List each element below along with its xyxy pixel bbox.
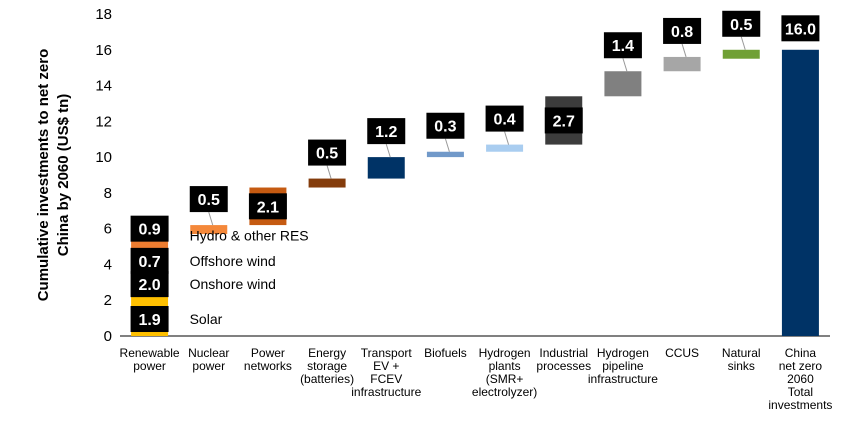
- bar: [426, 151, 464, 158]
- segment-label: Hydro & other RES: [190, 228, 309, 244]
- value-label-box: [603, 32, 642, 59]
- value-label: 1.9: [130, 306, 169, 333]
- value-label-text: 1.4: [612, 38, 634, 55]
- value-label-text: 0.5: [730, 17, 752, 34]
- value-label: 1.4: [603, 32, 642, 59]
- label-connector: [622, 58, 628, 72]
- bar: [663, 56, 701, 72]
- label-connector: [444, 138, 450, 152]
- value-labels: 1.9 2.0 0.7 0.9 0.5 2.1 0.5 1.2 0.3 0.4 2.7 1.4 0.8 0…: [130, 10, 820, 333]
- value-label-text: 0.5: [316, 146, 338, 163]
- value-label-text: 0.5: [198, 192, 220, 209]
- value-label-text: 16.0: [785, 21, 816, 38]
- y-tick-label: 16: [95, 42, 112, 59]
- label-connector: [681, 43, 687, 58]
- value-label: 0.5: [722, 10, 761, 37]
- value-label-text: 2.1: [257, 199, 279, 216]
- value-label: 2.7: [544, 107, 583, 134]
- value-label-text: 2.7: [553, 113, 575, 130]
- x-category-label: Natural sinks: [722, 346, 761, 373]
- value-label: 16.0: [781, 15, 820, 42]
- bar: [781, 49, 819, 337]
- value-label-text: 2.0: [138, 277, 160, 294]
- x-category-label: Biofuels: [424, 346, 467, 360]
- label-connector: [740, 36, 746, 50]
- label-connectors: [208, 36, 746, 226]
- x-category-label: CCUS: [665, 346, 699, 360]
- y-axis: 0 2 4 6 8 10 12 14 16 18: [95, 6, 112, 345]
- x-category-label: Hydrogen plants (SMR+ electrolyzer): [472, 346, 537, 399]
- value-label-box: [248, 193, 287, 220]
- value-label-box: [781, 15, 820, 42]
- value-label: 1.2: [367, 118, 406, 145]
- value-label-box: [722, 10, 761, 37]
- y-tick-label: 8: [104, 185, 112, 202]
- value-label-text: 0.4: [493, 112, 515, 129]
- x-axis: Renewable power Nuclear power Power networks E…: [120, 335, 832, 412]
- x-category-label: Industrial processes: [536, 346, 591, 373]
- value-label: 0.5: [189, 186, 228, 213]
- y-tick-label: 2: [104, 292, 112, 309]
- value-label-box: [130, 306, 169, 333]
- bars: [131, 49, 819, 337]
- value-label: 0.7: [130, 247, 169, 274]
- bar: [308, 178, 346, 188]
- y-tick-label: 10: [95, 149, 112, 166]
- value-label-box: [130, 215, 169, 242]
- y-tick-label: 4: [104, 256, 112, 273]
- y-tick-label: 18: [95, 6, 112, 23]
- y-tick-label: 12: [95, 113, 112, 130]
- segment-label: Onshore wind: [190, 276, 276, 292]
- value-label: 0.8: [663, 17, 702, 44]
- x-category-label: Transport EV + FCEV infrastructure: [351, 346, 421, 399]
- value-label: 2.0: [130, 271, 169, 298]
- segment-label: Solar: [190, 311, 223, 327]
- value-label-box: [426, 112, 465, 139]
- y-tick-label: 14: [95, 78, 112, 95]
- value-label-text: 0.7: [138, 254, 160, 271]
- value-label: 0.9: [130, 215, 169, 242]
- segment-labels: Solar Onshore wind Offshore wind Hydro & ot…: [190, 228, 309, 327]
- value-label-box: [130, 271, 169, 298]
- value-label-box: [544, 107, 583, 134]
- y-tick-label: 0: [104, 328, 112, 345]
- y-axis-title: Cumulative investments to net zero China …: [35, 49, 72, 302]
- value-label-text: 0.9: [138, 222, 160, 239]
- y-tick-label: 6: [104, 221, 112, 238]
- label-connector: [326, 165, 332, 179]
- x-category-label: Hydrogen pipeline infrastructure: [588, 346, 658, 386]
- value-label-box: [367, 118, 406, 145]
- segment-label: Offshore wind: [190, 253, 276, 269]
- bar: [722, 49, 760, 59]
- bar: [486, 144, 524, 152]
- value-label-box: [663, 17, 702, 44]
- value-label-text: 1.9: [138, 312, 160, 329]
- x-category-label: Power networks: [244, 346, 292, 373]
- value-label-box: [189, 186, 228, 213]
- bar: [190, 225, 228, 235]
- x-category-label: Renewable power: [120, 346, 180, 373]
- label-connector: [208, 211, 214, 226]
- x-category-label: China net zero 2060 Total investments: [768, 346, 832, 412]
- value-label: 0.5: [308, 139, 347, 166]
- value-label-text: 0.3: [434, 119, 456, 136]
- bar: [604, 71, 642, 97]
- value-label-text: 0.8: [671, 24, 693, 41]
- value-label-box: [308, 139, 347, 166]
- value-label: 0.3: [426, 112, 465, 139]
- x-category-label: Nuclear power: [188, 346, 229, 373]
- label-connector: [385, 143, 391, 158]
- value-label-box: [485, 105, 524, 132]
- bar: [367, 157, 405, 179]
- y-axis-label: Cumulative investments to net zero China …: [35, 49, 72, 302]
- value-label: 0.4: [485, 105, 524, 132]
- label-connector: [504, 131, 510, 145]
- value-label-box: [130, 247, 169, 274]
- value-label-text: 1.2: [375, 124, 397, 141]
- x-category-label: Energy storage (batteries): [300, 346, 354, 386]
- value-label: 2.1: [248, 193, 287, 220]
